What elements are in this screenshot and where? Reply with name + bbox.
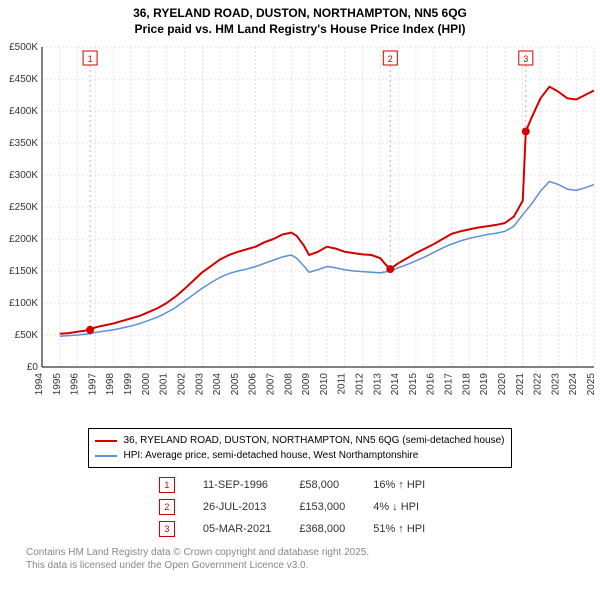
footer-line1: Contains HM Land Registry data © Crown c… xyxy=(26,547,369,558)
svg-text:2003: 2003 xyxy=(194,373,205,396)
legend-swatch xyxy=(95,440,117,442)
sales-table: 1 11-SEP-1996£58,00016% ↑ HPI 2 26-JUL-2013… xyxy=(153,474,447,540)
sale-delta: 16% ↑ HPI xyxy=(367,474,447,496)
svg-text:2020: 2020 xyxy=(497,373,508,396)
svg-text:2004: 2004 xyxy=(212,373,223,396)
svg-text:2022: 2022 xyxy=(533,373,544,396)
sale-delta: 51% ↑ HPI xyxy=(367,518,447,540)
svg-text:2016: 2016 xyxy=(426,373,437,396)
svg-text:1: 1 xyxy=(88,54,93,64)
svg-text:2018: 2018 xyxy=(461,373,472,396)
svg-text:2001: 2001 xyxy=(159,373,170,396)
attribution-footer: Contains HM Land Registry data © Crown c… xyxy=(0,546,600,578)
svg-text:2010: 2010 xyxy=(319,373,330,396)
svg-text:2009: 2009 xyxy=(301,373,312,396)
svg-text:1998: 1998 xyxy=(105,373,116,396)
svg-text:2015: 2015 xyxy=(408,373,419,396)
svg-text:2005: 2005 xyxy=(230,373,241,396)
legend: 36, RYELAND ROAD, DUSTON, NORTHAMPTON, N… xyxy=(88,428,511,468)
chart-title: 36, RYELAND ROAD, DUSTON, NORTHAMPTON, N… xyxy=(0,0,600,39)
title-line1: 36, RYELAND ROAD, DUSTON, NORTHAMPTON, N… xyxy=(133,6,467,20)
svg-text:2017: 2017 xyxy=(444,373,455,396)
svg-text:2012: 2012 xyxy=(355,373,366,396)
svg-text:£100K: £100K xyxy=(9,298,38,309)
footer-line2: This data is licensed under the Open Gov… xyxy=(26,560,308,571)
sale-marker-badge: 3 xyxy=(159,521,175,537)
svg-text:2021: 2021 xyxy=(515,373,526,396)
svg-text:2008: 2008 xyxy=(283,373,294,396)
sale-date: 26-JUL-2013 xyxy=(197,496,293,518)
sale-date: 05-MAR-2021 xyxy=(197,518,293,540)
svg-text:2019: 2019 xyxy=(479,373,490,396)
legend-label: HPI: Average price, semi-detached house,… xyxy=(123,448,418,463)
legend-label: 36, RYELAND ROAD, DUSTON, NORTHAMPTON, N… xyxy=(123,433,504,448)
sale-row: 1 11-SEP-1996£58,00016% ↑ HPI xyxy=(153,474,447,496)
svg-text:1997: 1997 xyxy=(87,373,98,396)
svg-text:1996: 1996 xyxy=(70,373,81,396)
svg-text:3: 3 xyxy=(523,54,528,64)
chart-area: £0 £50K £100K £150K £200K £250K £300K £350K £400… xyxy=(0,39,600,424)
svg-text:£50K: £50K xyxy=(15,330,39,341)
legend-row: 36, RYELAND ROAD, DUSTON, NORTHAMPTON, N… xyxy=(95,433,504,448)
svg-text:£500K: £500K xyxy=(9,42,38,53)
sale-delta: 4% ↓ HPI xyxy=(367,496,447,518)
svg-text:2002: 2002 xyxy=(176,373,187,396)
chart-svg: £0 £50K £100K £150K £200K £250K £300K £350K £400… xyxy=(0,39,600,419)
sale-price: £58,000 xyxy=(293,474,367,496)
svg-text:£400K: £400K xyxy=(9,106,38,117)
svg-text:2000: 2000 xyxy=(141,373,152,396)
sale-marker-badge: 1 xyxy=(159,477,175,493)
sale-row: 3 05-MAR-2021£368,00051% ↑ HPI xyxy=(153,518,447,540)
svg-text:£250K: £250K xyxy=(9,202,38,213)
svg-text:£0: £0 xyxy=(27,362,39,373)
svg-text:2023: 2023 xyxy=(550,373,561,396)
svg-text:1999: 1999 xyxy=(123,373,134,396)
svg-text:£150K: £150K xyxy=(9,266,38,277)
svg-text:£450K: £450K xyxy=(9,74,38,85)
legend-row: HPI: Average price, semi-detached house,… xyxy=(95,448,504,463)
sale-marker-badge: 2 xyxy=(159,499,175,515)
svg-text:2011: 2011 xyxy=(337,373,348,395)
title-line2: Price paid vs. HM Land Registry's House … xyxy=(135,22,466,36)
sale-row: 2 26-JUL-2013£153,0004% ↓ HPI xyxy=(153,496,447,518)
svg-text:2025: 2025 xyxy=(586,373,597,396)
svg-text:2007: 2007 xyxy=(265,373,276,396)
svg-text:2: 2 xyxy=(388,54,393,64)
svg-text:1994: 1994 xyxy=(34,373,45,396)
svg-text:2014: 2014 xyxy=(390,373,401,396)
sale-price: £368,000 xyxy=(293,518,367,540)
svg-text:2006: 2006 xyxy=(248,373,259,396)
sale-date: 11-SEP-1996 xyxy=(197,474,293,496)
svg-text:£200K: £200K xyxy=(9,234,38,245)
legend-swatch xyxy=(95,455,117,457)
svg-text:2024: 2024 xyxy=(568,373,579,396)
svg-text:1995: 1995 xyxy=(52,373,63,396)
svg-text:2013: 2013 xyxy=(372,373,383,396)
svg-text:£350K: £350K xyxy=(9,138,38,149)
svg-text:£300K: £300K xyxy=(9,170,38,181)
sale-price: £153,000 xyxy=(293,496,367,518)
